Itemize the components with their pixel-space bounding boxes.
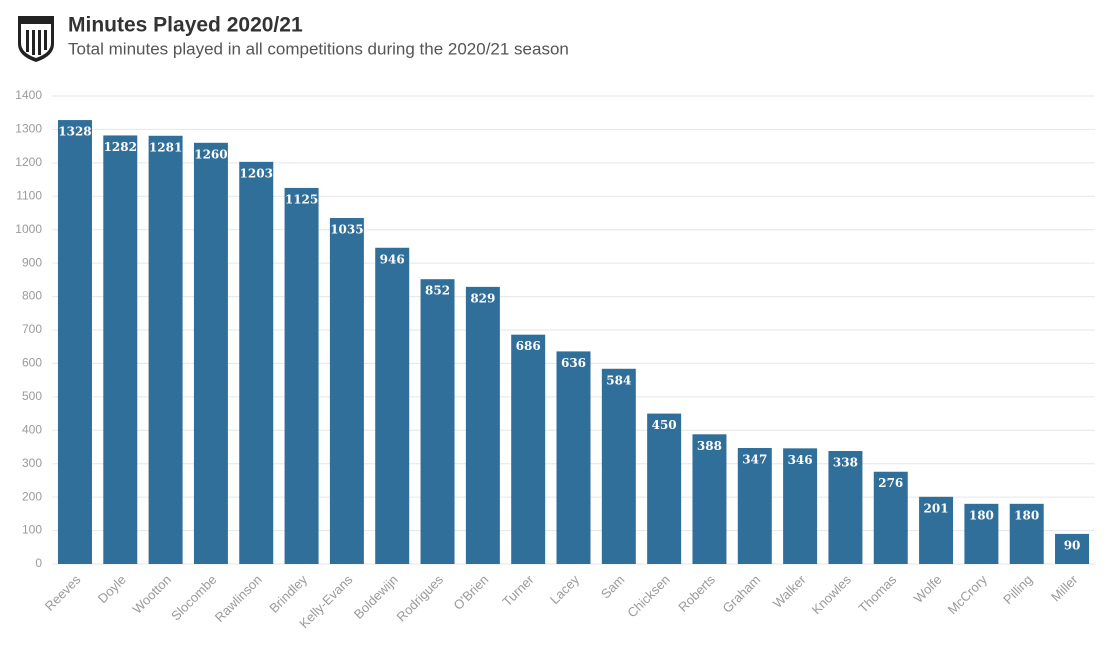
data-label: 829 [470, 291, 495, 305]
y-tick-label: 400 [22, 422, 42, 436]
x-tick-label: Knowles [809, 572, 855, 618]
bar [828, 451, 863, 564]
x-tick-label: O'Brien [450, 572, 491, 613]
y-tick-label: 1400 [15, 88, 42, 102]
bar [737, 448, 772, 564]
bar [783, 448, 818, 564]
x-tick-label: Doyle [95, 572, 129, 606]
y-tick-label: 1200 [15, 155, 42, 169]
x-tick-label: Brindley [266, 572, 310, 616]
data-label: 1260 [194, 147, 227, 161]
data-label: 1125 [285, 192, 318, 206]
data-label: 852 [425, 284, 450, 298]
bar [511, 334, 546, 564]
x-tick-label: McCrory [945, 572, 991, 618]
data-label: 347 [742, 453, 767, 467]
y-tick-label: 800 [22, 289, 42, 303]
x-tick-label: Chicksen [624, 572, 672, 620]
x-tick-label: Reeves [42, 572, 84, 614]
bar [329, 218, 364, 564]
bar [148, 135, 183, 564]
bar [57, 120, 92, 564]
data-label: 388 [697, 439, 722, 453]
y-tick-label: 1300 [15, 122, 42, 136]
bar [601, 368, 636, 564]
data-label: 450 [652, 418, 677, 432]
bar [647, 413, 682, 564]
data-label: 1282 [104, 140, 137, 154]
data-label: 180 [1014, 508, 1039, 522]
data-label: 686 [516, 339, 541, 353]
x-tick-label: Sam [598, 572, 628, 602]
y-tick-label: 700 [22, 322, 42, 336]
y-tick-label: 0 [35, 556, 42, 570]
data-label: 201 [924, 501, 949, 515]
data-label: 276 [878, 476, 903, 490]
y-tick-label: 100 [22, 523, 42, 537]
chart-subtitle: Total minutes played in all competitions… [68, 39, 569, 58]
x-tick-label: Miller [1048, 571, 1081, 604]
bar [465, 286, 500, 564]
bar [103, 135, 138, 564]
y-tick-label: 300 [22, 456, 42, 470]
bar [1055, 533, 1090, 564]
bar [375, 247, 410, 564]
data-label: 1203 [240, 166, 273, 180]
data-label: 1035 [330, 223, 363, 237]
bar [556, 351, 591, 564]
data-label: 1328 [58, 125, 91, 139]
data-label: 584 [606, 373, 631, 387]
y-tick-label: 1100 [16, 188, 42, 202]
bar [1009, 503, 1044, 564]
x-tick-label: Thomas [855, 572, 899, 616]
bar [873, 471, 908, 564]
bar [964, 503, 999, 564]
logo [18, 16, 54, 62]
bar [420, 279, 455, 564]
data-label: 1281 [149, 140, 182, 154]
data-label: 180 [969, 508, 994, 522]
x-tick-label: Walker [770, 571, 809, 610]
chart-title: Minutes Played 2020/21 [68, 14, 303, 37]
bar [919, 496, 954, 564]
y-tick-label: 1000 [15, 222, 42, 236]
data-label: 338 [833, 456, 858, 470]
bar [692, 434, 727, 564]
x-tick-label: Roberts [675, 572, 718, 615]
x-tick-label: Turner [499, 571, 537, 609]
y-tick-label: 500 [22, 389, 42, 403]
data-label: 636 [561, 356, 586, 370]
x-tick-label: Graham [720, 572, 764, 616]
data-label: 946 [380, 252, 405, 266]
x-tick-label: Wolfe [911, 572, 945, 606]
x-tick-label: Wootton [129, 572, 174, 617]
x-tick-label: Rawlinson [212, 572, 265, 625]
y-tick-label: 600 [22, 356, 42, 370]
x-tick-label: Pilling [1000, 572, 1035, 607]
bar [193, 142, 228, 565]
data-label: 346 [788, 453, 813, 467]
data-label: 90 [1064, 538, 1081, 552]
y-tick-label: 900 [22, 255, 42, 269]
bar [284, 187, 319, 564]
bar [239, 161, 274, 564]
x-tick-label: Rodrigues [394, 572, 447, 625]
y-tick-label: 200 [22, 489, 42, 503]
x-tick-label: Lacey [547, 572, 582, 607]
